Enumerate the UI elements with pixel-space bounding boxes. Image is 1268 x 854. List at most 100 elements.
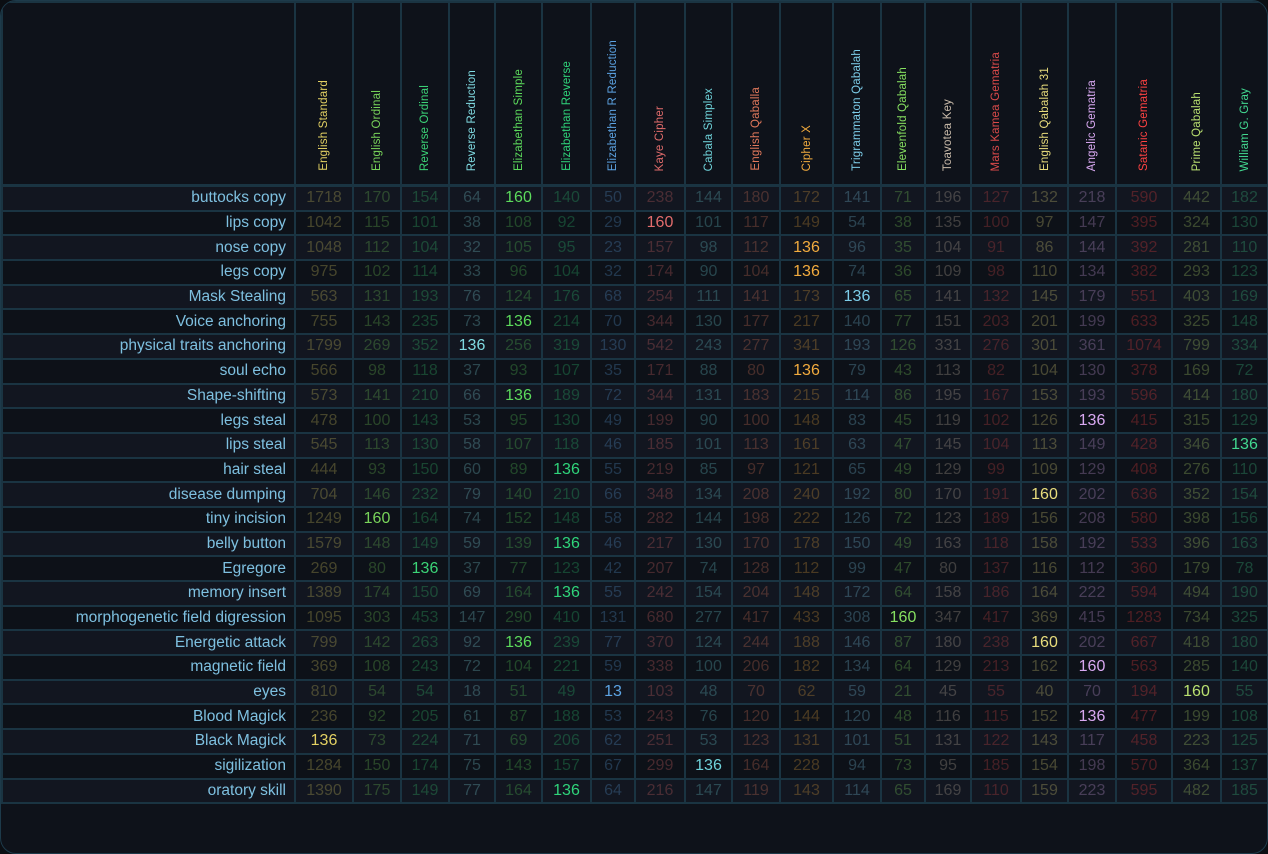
column-header-label: William G. Gray	[1238, 87, 1251, 172]
value-cell: 58	[590, 505, 636, 533]
value-cell: 54	[400, 678, 450, 706]
value-cell: 68	[590, 283, 636, 311]
value-cell: 201	[1020, 308, 1069, 336]
value-cell: 87	[494, 703, 543, 731]
column-header-english-ordinal[interactable]: English Ordinal	[352, 1, 402, 187]
column-header-elizabethan-simple[interactable]: Elizabethan Simple	[494, 1, 543, 187]
table-row[interactable]: tiny incision 1249 160 164 74 152 148 58 282 144 1…	[1, 505, 1267, 533]
column-header-angelic-gematria[interactable]: Angelic Gematria	[1067, 1, 1117, 187]
value-cell: 417	[970, 604, 1022, 632]
column-header-label: Cabala Simplex	[702, 87, 715, 171]
value-cell: 86	[1020, 234, 1069, 262]
value-cell: 183	[731, 382, 781, 410]
value-cell: 153	[1020, 382, 1069, 410]
value-cell: 755	[294, 308, 354, 336]
value-cell: 126	[832, 505, 882, 533]
column-header-william-g-gray[interactable]: William G. Gray	[1220, 1, 1267, 187]
value-cell: 414	[1171, 382, 1222, 410]
table-row[interactable]: Energetic attack 799 142 263 92 136 239 77 370 12…	[1, 629, 1267, 657]
table-row[interactable]: hair steal 444 93 150 60 89 136 55 219 85 97 121 65 4…	[1, 456, 1267, 484]
table-row[interactable]: sigilization 1284 150 174 75 143 157 67 299 136 16…	[1, 752, 1267, 780]
table-row[interactable]: Blood Magick 236 92 205 61 87 188 53 243 76 120 144…	[1, 703, 1267, 731]
table-row[interactable]: magnetic field 369 108 243 72 104 221 59 338 100 2…	[1, 654, 1267, 681]
value-cell: 79	[448, 481, 496, 508]
column-header-prime-qabalah[interactable]: Prime Qabalah	[1171, 1, 1222, 187]
column-header-english-qaballa[interactable]: English Qaballa	[731, 1, 781, 187]
value-cell: 162	[1020, 654, 1069, 681]
value-cell: 799	[1171, 333, 1222, 360]
value-cell: 143	[494, 752, 543, 780]
value-cell: 117	[731, 209, 781, 237]
column-header-cabala-simplex[interactable]: Cabala Simplex	[684, 1, 733, 187]
value-cell: 158	[924, 580, 972, 607]
value-cell: 119	[731, 777, 781, 805]
column-header-english-standard[interactable]: English Standard	[294, 1, 354, 187]
value-cell: 453	[400, 604, 450, 632]
column-header-mars-kamea-gematria[interactable]: Mars Kamea Gematria	[970, 1, 1022, 187]
column-header-trigrammaton-qabalah[interactable]: Trigrammaton Qabalah	[832, 1, 882, 187]
table-row[interactable]: legs steal 478 100 143 53 95 130 49 199 90 100 148 8…	[1, 407, 1267, 434]
column-header-label: English Ordinal	[371, 90, 383, 171]
value-cell: 144	[684, 184, 733, 212]
value-cell: 182	[1220, 184, 1267, 212]
column-header-elizabethan-reverse[interactable]: Elizabethan Reverse	[541, 1, 592, 187]
column-header-elevenfold-qabalah[interactable]: Elevenfold Qabalah	[880, 1, 926, 187]
table-row[interactable]: lips steal 545 113 130 58 107 118 46 185 101 113 16…	[1, 431, 1267, 459]
table-row[interactable]: belly button 1579 148 149 59 139 136 46 217 130 17…	[1, 530, 1267, 558]
column-header-toavotea-key[interactable]: Toavotea Key	[924, 1, 972, 187]
table-row[interactable]: nose copy 1048 112 104 32 105 95 23 157 98 112 136 9…	[1, 234, 1267, 262]
column-header-english-qabalah-31[interactable]: English Qabalah 31	[1020, 1, 1069, 187]
value-cell: 171	[634, 357, 686, 385]
value-cell: 139	[494, 530, 543, 558]
value-cell: 150	[832, 530, 882, 558]
table-row[interactable]: Shape-shifting 573 141 210 66 136 189 72 344 131 1…	[1, 382, 1267, 410]
column-header-kaye-cipher[interactable]: Kaye Cipher	[634, 1, 686, 187]
value-cell: 196	[924, 184, 972, 212]
table-row[interactable]: oratory skill 1390 175 149 77 164 136 64 216 147 1…	[1, 777, 1267, 805]
column-header-cipher-x[interactable]: Cipher X	[779, 1, 834, 187]
table-row[interactable]: eyes 810 54 54 18 51 49 13 103 48 70 62 59 21 45 55 40 70…	[1, 678, 1267, 706]
table-row[interactable]: morphogenetic field digression 1095 303 453…	[1, 604, 1267, 632]
value-cell: 144	[1067, 234, 1117, 262]
table-row[interactable]: legs copy 975 102 114 33 96 104 32 174 90 104 136 74…	[1, 259, 1267, 286]
table-row[interactable]: physical traits anchoring 1799 269 352 136 25…	[1, 333, 1267, 360]
value-cell: 148	[1220, 308, 1267, 336]
value-cell: 186	[970, 580, 1022, 607]
value-cell: 64	[880, 654, 926, 681]
table-row[interactable]: Egregore 269 80 136 37 77 123 42 207 74 128 112 99 47…	[1, 555, 1267, 582]
column-header-satanic-gematria[interactable]: Satanic Gematria	[1115, 1, 1173, 187]
column-header-elizabethan-r-reduction[interactable]: Elizabethan R Reduction	[590, 1, 636, 187]
value-cell: 53	[590, 703, 636, 731]
value-cell: 178	[779, 530, 834, 558]
table-row[interactable]: Voice anchoring 755 143 235 73 136 214 70 344 130…	[1, 308, 1267, 336]
column-header-reverse-reduction[interactable]: Reverse Reduction	[448, 1, 496, 187]
table-row[interactable]: Mask Stealing 563 131 193 76 124 176 68 254 111 14…	[1, 283, 1267, 311]
value-cell: 580	[1115, 505, 1173, 533]
table-row[interactable]: memory insert 1389 174 150 69 164 136 55 242 154 2…	[1, 580, 1267, 607]
value-cell: 369	[294, 654, 354, 681]
value-cell-highlighted: 13	[590, 678, 636, 706]
table-row[interactable]: disease dumping 704 146 232 79 140 210 66 348 134…	[1, 481, 1267, 508]
column-header-label: Reverse Ordinal	[419, 84, 431, 171]
value-cell: 71	[880, 184, 926, 212]
table-row[interactable]: lips copy 1042 115 101 38 108 92 29 160 101 117 149…	[1, 209, 1267, 237]
value-cell: 50	[590, 184, 636, 212]
value-cell: 172	[779, 184, 834, 212]
value-cell: 158	[1020, 530, 1069, 558]
value-cell: 96	[494, 259, 543, 286]
row-label: Egregore	[1, 555, 296, 582]
table-row[interactable]: soul echo 566 98 118 37 93 107 35 171 88 80 136 79 43…	[1, 357, 1267, 385]
table-row[interactable]: buttocks copy 1718 170 154 64 160 140 50 238 144 1…	[1, 184, 1267, 212]
value-cell: 130	[400, 431, 450, 459]
value-cell: 137	[970, 555, 1022, 582]
value-cell: 276	[1171, 456, 1222, 484]
value-cell: 179	[1171, 555, 1222, 582]
value-cell: 206	[731, 654, 781, 681]
column-header-reverse-ordinal[interactable]: Reverse Ordinal	[400, 1, 450, 187]
value-cell: 134	[832, 654, 882, 681]
value-cell: 71	[448, 728, 496, 755]
table-row[interactable]: Black Magick 136 73 224 71 69 206 62 251 53 123 131…	[1, 728, 1267, 755]
value-cell: 191	[970, 481, 1022, 508]
value-cell: 55	[590, 456, 636, 484]
value-cell: 180	[1220, 629, 1267, 657]
